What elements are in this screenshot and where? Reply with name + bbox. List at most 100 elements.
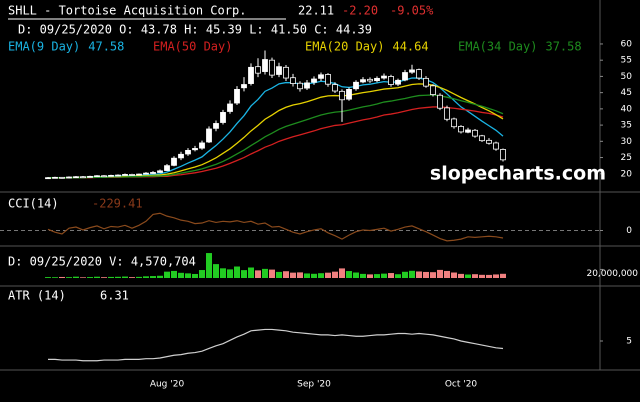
volume-bar — [304, 273, 310, 278]
volume-bar — [416, 271, 422, 278]
ohlc-label: D: 09/25/2020 O: 43.78 H: 45.39 L: 41.50… — [18, 23, 372, 37]
candle-body — [493, 142, 499, 150]
volume-bar — [143, 276, 149, 278]
candle-body — [241, 84, 247, 89]
volume-bar — [150, 276, 156, 278]
y-tick-label: 25 — [621, 153, 632, 163]
volume-bar — [283, 271, 289, 278]
candle-body — [339, 90, 345, 101]
volume-bar — [339, 268, 345, 278]
volume-bar — [332, 271, 338, 278]
volume-bar — [360, 273, 366, 278]
volume-bar — [465, 274, 471, 278]
candle-body — [59, 176, 65, 179]
candle-body — [276, 66, 282, 75]
price-change: -2.20 — [342, 4, 378, 18]
candle-body — [80, 176, 86, 179]
candle-body — [94, 175, 100, 178]
volume-bar — [346, 271, 352, 278]
volume-bar — [388, 273, 394, 278]
atr-title: ATR (14) — [8, 289, 66, 303]
volume-bar — [199, 270, 205, 278]
candle-body — [430, 85, 436, 95]
x-tick-label: Oct '20 — [445, 380, 478, 390]
volume-bar — [458, 273, 464, 278]
candle-body — [472, 129, 478, 137]
volume-bar — [325, 272, 331, 278]
volume-bar — [297, 272, 303, 278]
candle-body — [409, 69, 415, 73]
candle-body — [227, 103, 233, 112]
y-tick-label: 0 — [626, 226, 632, 236]
volume-bar — [353, 272, 359, 278]
y-tick-label: 30 — [621, 137, 633, 147]
volume-bar — [409, 270, 415, 278]
volume-bar — [73, 276, 79, 278]
candle-body — [248, 66, 254, 84]
volume-bar — [311, 273, 317, 278]
candle-body — [255, 66, 261, 74]
legend-value: 47.58 — [88, 40, 124, 54]
volume-bar — [276, 271, 282, 278]
volume-bar — [129, 277, 135, 278]
volume-bar — [59, 276, 65, 278]
candle-body — [451, 118, 457, 128]
volume-bar — [241, 270, 247, 278]
volume-bar — [136, 276, 142, 278]
y-tick-label: 20,000,000 — [586, 269, 638, 279]
legend-label: EMA(9 Day) — [8, 40, 80, 54]
candle-body — [500, 149, 506, 161]
candle-body — [486, 139, 492, 144]
candle-body — [101, 175, 107, 178]
y-tick-label: 45 — [621, 88, 632, 98]
candle-body — [458, 125, 464, 133]
candle-body — [479, 135, 485, 142]
ticker-title[interactable]: SHLL - Tortoise Acquisition Corp. — [8, 4, 246, 18]
volume-bar — [192, 273, 198, 278]
candle-body — [388, 76, 394, 85]
ema-line — [48, 94, 504, 179]
legend-value: 37.58 — [545, 40, 581, 54]
candle-body — [185, 150, 191, 155]
volume-bar — [486, 274, 492, 278]
y-tick-label: 60 — [621, 39, 633, 49]
candle-body — [318, 74, 324, 79]
candle-body — [402, 72, 408, 81]
cci-value: -229.41 — [92, 197, 143, 211]
y-tick-label: 20 — [621, 169, 633, 179]
last-price: 22.11 — [298, 4, 334, 18]
volume-bar — [122, 276, 128, 278]
candle-body — [374, 77, 380, 82]
price-change-pct: -9.05% — [390, 4, 434, 18]
volume-bar — [52, 277, 58, 278]
volume-bar — [45, 277, 51, 278]
volume-bar — [80, 277, 86, 278]
candle-body — [311, 78, 317, 83]
candle-body — [290, 77, 296, 84]
candle-body — [346, 88, 352, 100]
candle-body — [108, 174, 114, 177]
volume-bar — [472, 274, 478, 278]
volume-bar — [94, 276, 100, 278]
volume-bar — [87, 277, 93, 278]
legend-label: EMA(50 Day) — [153, 40, 232, 54]
volume-bar — [157, 275, 163, 278]
volume-bar — [220, 268, 226, 278]
y-tick-label: 40 — [621, 104, 633, 114]
watermark: slopecharts.com — [430, 163, 606, 185]
legend-label: EMA(20 Day) — [305, 40, 384, 54]
indicator-line — [48, 328, 504, 362]
volume-bar — [479, 274, 485, 278]
candle-body — [262, 59, 268, 72]
volume-bar — [318, 273, 324, 278]
candle-body — [206, 128, 212, 143]
candle-body — [234, 88, 240, 104]
y-tick-label: 5 — [626, 337, 632, 347]
candle-body — [437, 94, 443, 109]
volume-bar — [108, 276, 114, 278]
candle-body — [164, 165, 170, 171]
volume-bar — [493, 274, 499, 278]
atr-value: 6.31 — [100, 289, 129, 303]
x-tick-label: Sep '20 — [297, 380, 331, 390]
